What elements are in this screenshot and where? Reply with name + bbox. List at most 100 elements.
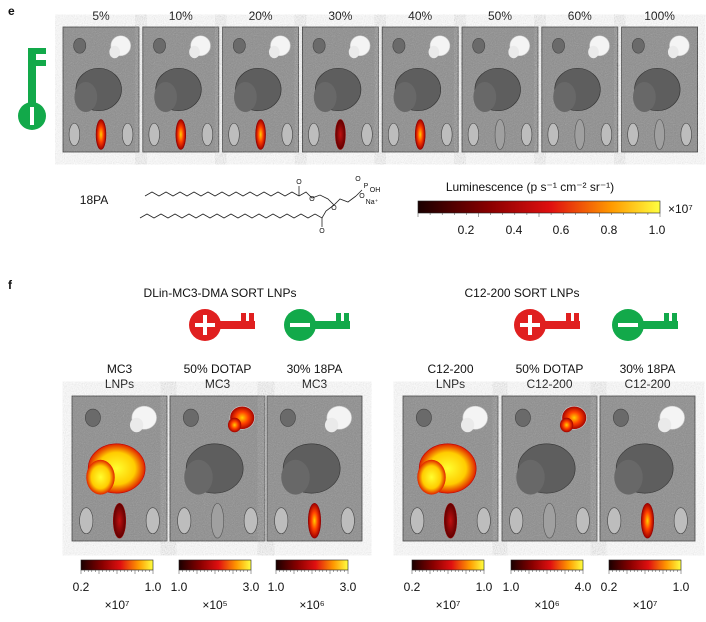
kidney: [410, 507, 425, 535]
organ-image: [461, 26, 539, 153]
organ-image: [599, 395, 696, 542]
spleen: [574, 119, 586, 150]
kidney: [361, 122, 373, 147]
label: 4.0: [575, 580, 592, 594]
liver-lobe: [86, 459, 115, 495]
label: 1.0: [649, 223, 666, 237]
organ-image: [71, 395, 168, 542]
liver-lobe: [234, 82, 257, 112]
key-shaft: [640, 321, 678, 329]
kidney: [274, 507, 289, 535]
key-icon: [514, 309, 580, 341]
heart: [631, 37, 645, 54]
key-tooth: [664, 313, 669, 321]
colorbar: [178, 559, 252, 571]
spleen: [414, 119, 426, 150]
colorbar: [608, 559, 682, 571]
key-shaft: [542, 321, 580, 329]
lung-lobe: [588, 45, 599, 59]
colorbar: [411, 559, 485, 571]
label: 100%: [644, 9, 675, 23]
label: C12-200: [526, 377, 572, 391]
key-tooth: [566, 313, 571, 321]
label: DLin-MC3-DMA SORT LNPs: [144, 286, 297, 300]
key-icon: [189, 309, 255, 341]
label: 50%: [488, 9, 512, 23]
chemical-structure: [139, 186, 363, 227]
lung-lobe: [189, 45, 200, 59]
label: O: [309, 196, 315, 203]
label: 3.0: [340, 580, 357, 594]
liver-lobe: [184, 459, 213, 495]
liver-lobe: [417, 459, 446, 495]
label: 1.0: [673, 580, 690, 594]
spleen: [255, 119, 266, 150]
key-tooth: [672, 313, 677, 321]
kidney: [340, 507, 355, 535]
label: 3.0: [243, 580, 260, 594]
organ-image: [62, 26, 140, 153]
label: 0.4: [506, 223, 523, 237]
liver-lobe: [281, 459, 310, 495]
kidney: [121, 122, 134, 147]
label: MC3: [302, 377, 328, 391]
kidney: [476, 507, 491, 535]
liver-lobe: [313, 82, 337, 112]
label: 30% 18PA: [620, 362, 676, 376]
label: LNPs: [436, 377, 465, 391]
key-minus: [30, 107, 34, 125]
heart: [85, 408, 101, 427]
spleen: [95, 119, 107, 150]
key-tooth: [249, 313, 254, 321]
label: ×10⁵: [202, 598, 227, 612]
heart: [279, 408, 296, 427]
key-shaft: [28, 48, 36, 106]
kidney: [673, 507, 688, 535]
label: MC3: [107, 362, 133, 376]
spleen: [654, 119, 665, 150]
colorbar: [275, 559, 349, 571]
lung-lobe: [667, 45, 679, 59]
kidney: [281, 122, 293, 147]
kidney: [68, 122, 81, 147]
organ-image: [222, 26, 300, 153]
key-tooth: [574, 313, 579, 321]
lung-lobe: [559, 417, 574, 433]
kidney: [308, 122, 320, 147]
heart: [415, 408, 432, 427]
key-shaft: [312, 321, 350, 329]
kidney: [607, 507, 622, 535]
label: O: [355, 176, 361, 183]
heart: [73, 37, 87, 54]
spleen: [175, 119, 187, 150]
label: 0.2: [404, 580, 421, 594]
label: 10%: [169, 9, 193, 23]
label: ×10⁷: [105, 598, 130, 612]
label: 50% DOTAP: [516, 362, 584, 376]
heart: [312, 37, 326, 54]
liver-lobe: [553, 82, 576, 112]
key-tooth: [36, 60, 46, 66]
lung-lobe: [129, 417, 144, 433]
organ-image: [381, 26, 459, 153]
colorbar: [417, 200, 661, 214]
organ-image: [266, 395, 363, 542]
label: 1.0: [268, 580, 285, 594]
colorbar: [80, 559, 154, 571]
lung-lobe: [109, 45, 120, 59]
label: 1.0: [476, 580, 493, 594]
label: 0.6: [553, 223, 570, 237]
organ-image: [541, 26, 619, 153]
label: ×10⁶: [299, 598, 324, 612]
label: O: [296, 179, 302, 186]
heart: [232, 37, 246, 54]
label: 1.0: [145, 580, 162, 594]
key-tooth: [336, 313, 341, 321]
organ-image: [621, 26, 698, 153]
label: 30% 18PA: [287, 362, 343, 376]
colorbar: [510, 559, 584, 571]
label: 18PA: [80, 193, 108, 207]
label: Na⁺: [366, 199, 379, 206]
label: ×10⁷: [668, 202, 693, 216]
liver-lobe: [393, 82, 417, 112]
